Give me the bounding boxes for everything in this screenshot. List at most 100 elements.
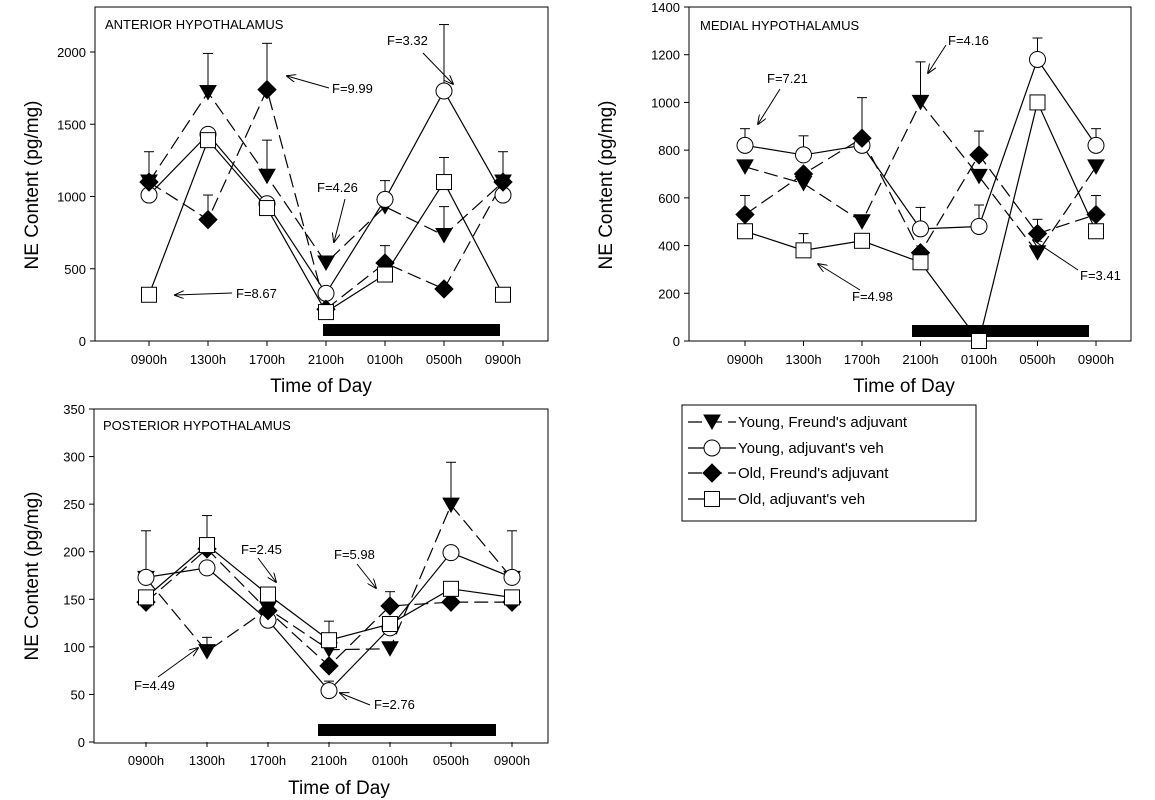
data-point [258,168,276,185]
data-point [259,200,275,217]
anterior-annotation-arrow [287,76,330,89]
y-tick-label: 200 [658,286,680,301]
data-point [258,600,278,621]
legend: Young, Freund's adjuvant Young, adjuvant… [681,404,977,522]
y-tick-label: 2000 [57,45,86,60]
data-point [435,82,453,100]
data-point [854,232,870,249]
data-point [504,589,520,606]
posterior-annotation-arrow [157,648,198,678]
y-tick-label: 500 [64,262,86,277]
data-point [853,214,871,230]
y-tick-label: 800 [658,143,680,158]
data-point [1087,159,1105,175]
data-point [435,228,453,244]
y-tick-label: 1000 [57,190,86,205]
medial-annotation-arrow [818,264,861,291]
anterior-annotation-f-9-99: F=9.99 [332,81,373,96]
data-point [377,266,393,283]
series-line [148,87,504,311]
data-point [317,255,335,271]
data-point [493,172,513,192]
data-point [495,286,511,303]
legend-swatch-marker [703,414,721,431]
x-tick-label: 0900h [494,753,530,768]
posterior-series-layer [136,461,522,736]
data-point [736,136,754,154]
data-point [1088,223,1104,240]
panel-medial: MEDIAL HYPOTHALAMUS Time of Day NE Conte… [596,0,1132,397]
posterior-y-axis-title: NE Content (pg/mg) [22,492,43,661]
data-point [198,209,218,230]
x-tick-label: 2100h [311,753,347,768]
posterior-annotation-f-2-76: F=2.76 [374,697,415,712]
data-point [137,568,155,586]
y-tick-label: 100 [63,640,85,655]
data-point [1029,50,1046,68]
x-tick-label: 1300h [189,753,225,768]
anterior-annotation-f-3-32: F=3.32 [387,33,428,48]
data-point [1029,94,1046,111]
data-point [320,682,338,700]
legend-entry-label: Old, Freund's adjuvant [738,465,889,482]
anterior-annotation-arrow [334,198,346,242]
data-point [795,242,812,259]
medial-y-axis-title: NE Content (pg/mg) [596,101,617,270]
y-tick-label: 200 [63,545,85,560]
medial-annotation-arrow [1033,240,1079,271]
y-tick-label: 0 [673,334,680,349]
data-point [434,279,454,299]
legend-swatch-marker [704,491,720,507]
x-tick-label: 0900h [727,352,763,367]
data-point [970,217,988,235]
data-point [441,592,461,612]
panel-anterior: ANTERIOR HYPOTHALAMUS Time of Day NE Con… [22,6,549,397]
data-point [971,333,987,349]
posterior-plot-frame [93,408,549,744]
data-point [198,644,216,660]
y-tick-label: 1400 [651,0,680,15]
medial-annotations: F=7.21 F=4.16 F=4.98 F=3.41 [758,33,1121,304]
x-tick-label: 0500h [426,352,462,367]
data-point [852,128,872,148]
data-point [1027,223,1048,244]
dark-period-bar [323,324,500,336]
x-tick-label: 0500h [433,753,469,768]
anterior-annotations: F=9.99 F=3.32 F=4.26 F=8.67 [175,33,453,301]
data-point [442,497,460,514]
data-point [317,284,335,302]
data-point [795,146,812,164]
data-point [737,223,753,240]
data-point [260,586,276,603]
data-point [736,159,754,175]
anterior-annotation-f-8-67: F=8.67 [236,286,277,301]
medial-annotation-f-7-21: F=7.21 [767,71,808,86]
posterior-x-ticks: 0900h 1300h 1700h 2100h 0100h 0500h 0900h [128,742,530,768]
posterior-x-axis-title: Time of Day [288,778,390,799]
posterior-panel-title: POSTERIOR HYPOTHALAMUS [103,418,291,433]
data-point [436,174,452,191]
legend-entry: Old, adjuvant's veh [688,491,865,508]
anterior-panel-title: ANTERIOR HYPOTHALAMUS [105,17,284,32]
x-tick-label: 0900h [485,352,521,367]
posterior-annotation-f-2-45: F=2.45 [241,542,282,557]
y-tick-label: 0 [78,735,85,750]
anterior-y-axis-title: NE Content (pg/mg) [22,101,43,270]
medial-annotation-arrow [758,88,781,124]
anterior-x-axis-title: Time of Day [270,376,372,397]
data-point [1028,245,1047,261]
x-tick-label: 0100h [367,352,403,367]
x-tick-label: 1700h [249,352,285,367]
legend-entry-label: Old, adjuvant's veh [738,491,865,508]
legend-entry: Young, Freund's adjuvant [688,414,908,431]
y-tick-label: 1200 [651,48,680,63]
legend-entry-label: Young, adjuvant's veh [738,440,884,457]
medial-annotation-f-3-41: F=3.41 [1080,268,1121,283]
data-point [443,580,459,597]
legend-entry-label: Young, Freund's adjuvant [738,414,908,431]
y-tick-label: 50 [71,687,85,702]
x-tick-label: 1300h [190,352,226,367]
data-point [912,254,929,271]
anterior-annotation-f-4-26: F=4.26 [317,180,358,195]
